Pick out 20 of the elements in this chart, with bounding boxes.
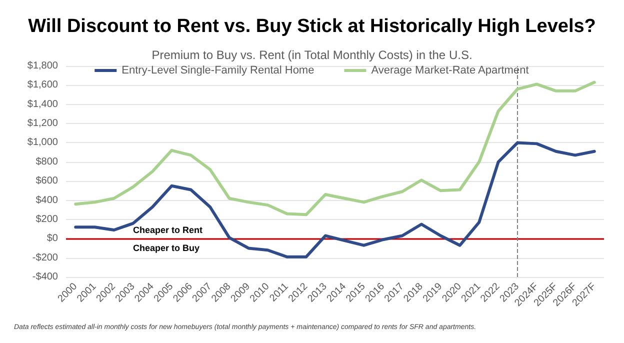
y-tick-label: $200 (36, 214, 58, 225)
y-tick-label: $0 (46, 233, 58, 244)
y-tick-label: $1,200 (27, 118, 58, 130)
line-series (74, 80, 596, 216)
y-tick-label: $1,600 (27, 80, 58, 91)
y-tick-label: $600 (36, 176, 58, 187)
line-series (74, 141, 596, 258)
y-tick-label: $400 (36, 194, 58, 206)
y-tick-label: $1,800 (27, 60, 58, 72)
y-tick-label: $1,400 (27, 98, 58, 110)
y-tick-label: -$200 (32, 252, 58, 264)
chart-title: Will Discount to Rent vs. Buy Stick at Historically High Levels? (28, 16, 596, 37)
legend-label: Average Market-Rate Apartment (371, 64, 529, 76)
annotation: Cheaper to Buy (133, 243, 200, 254)
y-tick-label: $1,000 (27, 137, 58, 148)
y-tick-label: $800 (36, 156, 58, 168)
y-tick-label: -$400 (32, 272, 58, 282)
legend-label: Entry-Level Single-Family Rental Home (122, 64, 314, 76)
chart-subtitle: Premium to Buy vs. Rent (in Total Monthly Costs) in the U.S. (152, 48, 472, 62)
annotation: Cheaper to Rent (133, 225, 203, 236)
